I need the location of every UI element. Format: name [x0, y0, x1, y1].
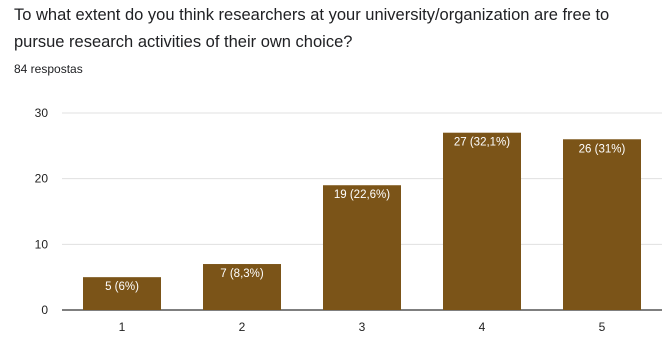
bar-data-label: 27 (32,1%) — [454, 137, 510, 149]
response-count: 84 respostas — [14, 62, 83, 76]
question-title: To what extent do you think researchers … — [14, 6, 610, 51]
bar-1 — [83, 277, 161, 310]
x-tick-label: 2 — [239, 320, 246, 334]
x-tick-label: 5 — [599, 320, 606, 334]
bar-2 — [203, 264, 281, 310]
bar-data-label: 7 (8,3%) — [220, 268, 264, 280]
y-tick-label: 10 — [35, 237, 49, 251]
y-tick-label: 0 — [41, 303, 48, 317]
bar-5 — [563, 139, 641, 310]
y-tick-label: 30 — [35, 106, 49, 120]
bar-4 — [443, 132, 521, 310]
x-tick-label: 4 — [479, 320, 486, 334]
bar-data-label: 26 (31%) — [579, 143, 626, 155]
y-tick-label: 20 — [35, 172, 49, 186]
x-tick-label: 3 — [359, 320, 366, 334]
bar-3 — [323, 185, 401, 310]
bar-data-label: 19 (22,6%) — [334, 189, 390, 201]
bar-data-label: 5 (6%) — [105, 281, 139, 293]
x-tick-label: 1 — [119, 320, 126, 334]
